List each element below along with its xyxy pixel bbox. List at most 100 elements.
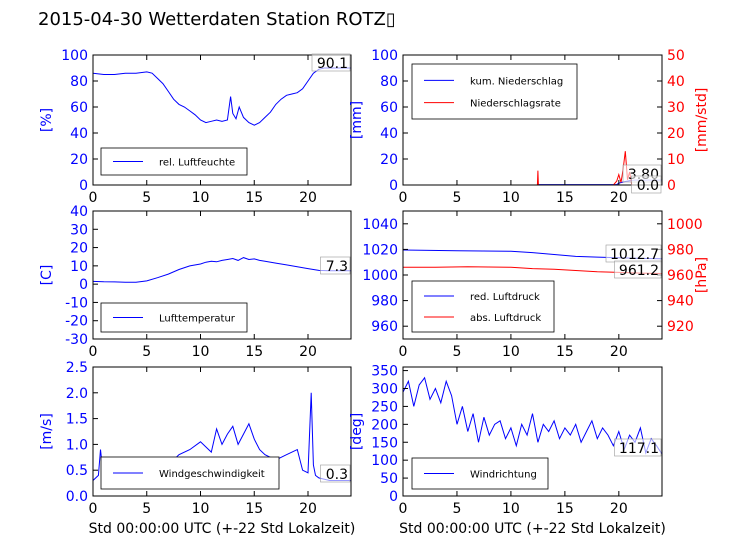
series-line-1 — [403, 376, 662, 455]
y2-tick-label: 940 — [667, 294, 694, 310]
chart-panel-3: 0 5 10 15 20 -30 -20 -10 0 10 20 30 40 [C] Lufttempera… — [39, 204, 352, 360]
y-tick-label: 1040 — [362, 217, 398, 233]
value-label-box — [320, 464, 351, 483]
y2-tick-label: 920 — [667, 319, 694, 335]
plot-frame — [92, 54, 352, 186]
x-tick-label: 15 — [245, 344, 263, 360]
x-tick-label: 5 — [142, 344, 151, 360]
y2-tick-label: 50 — [667, 48, 685, 64]
y-tick-label: 100 — [61, 48, 88, 64]
x-tick-label: 0 — [89, 190, 98, 206]
y-tick-label: 300 — [371, 382, 398, 398]
y-tick-label: 0.0 — [66, 489, 88, 505]
y-tick-label: 20 — [70, 241, 88, 257]
current-value-label: 7.3 — [326, 259, 348, 275]
y-tick-label: 0 — [389, 489, 398, 505]
chart-panel-5: 0 5 10 15 20 0.0 0.5 1.0 1.5 2.0 2.5 [m/s] Windgesch… — [39, 360, 355, 537]
legend: rel. Luftfeuchte — [100, 147, 248, 176]
series-line-1 — [93, 257, 351, 283]
y-axis-label: [C] — [39, 265, 55, 286]
legend-box — [411, 280, 555, 333]
y-tick-label: 100 — [371, 48, 398, 64]
y-tick-label: 2.5 — [66, 360, 88, 376]
x-tick-label: 15 — [245, 190, 263, 206]
y-tick-label: 60 — [380, 100, 398, 116]
legend: Lufttemperatur — [100, 302, 248, 333]
value-label-box — [614, 260, 662, 279]
x-axis-label: Std 00:00:00 UTC (+-22 Std Lokalzeit) — [399, 521, 666, 537]
plot-frame — [402, 54, 663, 186]
y-tick-label: 0.5 — [66, 463, 88, 479]
y-tick-label: 350 — [371, 364, 398, 380]
x-tick-label: 0 — [399, 344, 408, 360]
y-tick-label: -30 — [65, 332, 88, 348]
x-axis-label: Std 00:00:00 UTC (+-22 Std Lokalzeit) — [89, 521, 356, 537]
legend-label: red. Luftdruck — [470, 292, 540, 303]
y2-tick-label: 10 — [667, 152, 685, 168]
y-tick-label: 0 — [389, 178, 398, 194]
legend: kum. Niederschlag Niederschlagsrate — [411, 63, 578, 120]
value-label-box — [614, 438, 662, 457]
y-tick-label: 1020 — [362, 242, 398, 258]
legend: Windrichtung — [411, 457, 549, 490]
y-axis-label: [%] — [39, 108, 55, 132]
current-value-label: 0.3 — [326, 467, 348, 483]
x-tick-label: 5 — [142, 501, 151, 517]
x-tick-label: 5 — [452, 344, 461, 360]
y2-tick-label: 1000 — [667, 217, 703, 233]
chart-panel-4: 0 5 10 15 20 960 980 1000 1020 1040 920 940 960 980 10… — [362, 210, 710, 360]
y-axis-label: [deg] — [349, 413, 365, 450]
x-tick-label: 15 — [556, 190, 574, 206]
x-tick-label: 20 — [299, 501, 317, 517]
y-axis-label: [m/s] — [39, 413, 55, 450]
y2-tick-label: 980 — [667, 242, 694, 258]
x-tick-label: 5 — [452, 501, 461, 517]
y-tick-label: 60 — [70, 100, 88, 116]
y-axis-label: [mm] — [349, 101, 365, 139]
figure-title: 2015-04-30 Wetterdaten Station ROTZ▯ — [38, 9, 396, 30]
current-value-label: 90.1 — [317, 56, 348, 72]
chart-panel-1: 0 5 10 15 20 0 20 40 60 80 100 [%] rel. Luftfeuchte 9… — [39, 48, 352, 206]
y-tick-label: 1.5 — [66, 412, 88, 428]
y-tick-label: 80 — [380, 74, 398, 90]
x-tick-label: 10 — [192, 501, 210, 517]
x-tick-label: 20 — [610, 190, 628, 206]
y-tick-label: -10 — [65, 295, 88, 311]
x-tick-label: 0 — [89, 501, 98, 517]
legend: Windgeschwindigkeit — [100, 456, 280, 490]
y2-tick-label: 40 — [667, 74, 685, 90]
plot-frame — [92, 210, 352, 340]
legend-label: Windrichtung — [470, 470, 537, 481]
x-tick-label: 10 — [502, 501, 520, 517]
current-value-label: 117.1 — [619, 441, 659, 457]
plot-frame — [92, 366, 352, 497]
legend-label: Windgeschwindigkeit — [159, 469, 265, 480]
y-tick-label: 2.0 — [66, 386, 88, 402]
y-tick-label: 40 — [380, 126, 398, 142]
current-value-label: 1012.7 — [610, 247, 659, 263]
y-tick-label: 960 — [371, 319, 398, 335]
y-tick-label: 30 — [70, 222, 88, 238]
legend: red. Luftdruck abs. Luftdruck — [411, 280, 555, 333]
y-tick-label: 20 — [70, 152, 88, 168]
legend-box — [411, 63, 578, 120]
y-tick-label: 100 — [371, 453, 398, 469]
y-tick-label: 1.0 — [66, 437, 88, 453]
y-tick-label: 1000 — [362, 268, 398, 284]
x-tick-label: 0 — [399, 190, 408, 206]
y2-tick-label: 30 — [667, 100, 685, 116]
y-tick-label: 50 — [380, 471, 398, 487]
y2-tick-label: 20 — [667, 126, 685, 142]
current-value-label: 0.0 — [637, 178, 659, 194]
series-line-1 — [93, 67, 351, 126]
x-tick-label: 20 — [299, 344, 317, 360]
x-tick-label: 15 — [556, 344, 574, 360]
x-tick-label: 15 — [556, 501, 574, 517]
legend-label: Niederschlagsrate — [470, 99, 561, 110]
y-tick-label: 20 — [380, 152, 398, 168]
y-tick-label: 980 — [371, 294, 398, 310]
x-tick-label: 10 — [192, 190, 210, 206]
y-tick-label: 0 — [79, 277, 88, 293]
y-tick-label: 10 — [70, 259, 88, 275]
